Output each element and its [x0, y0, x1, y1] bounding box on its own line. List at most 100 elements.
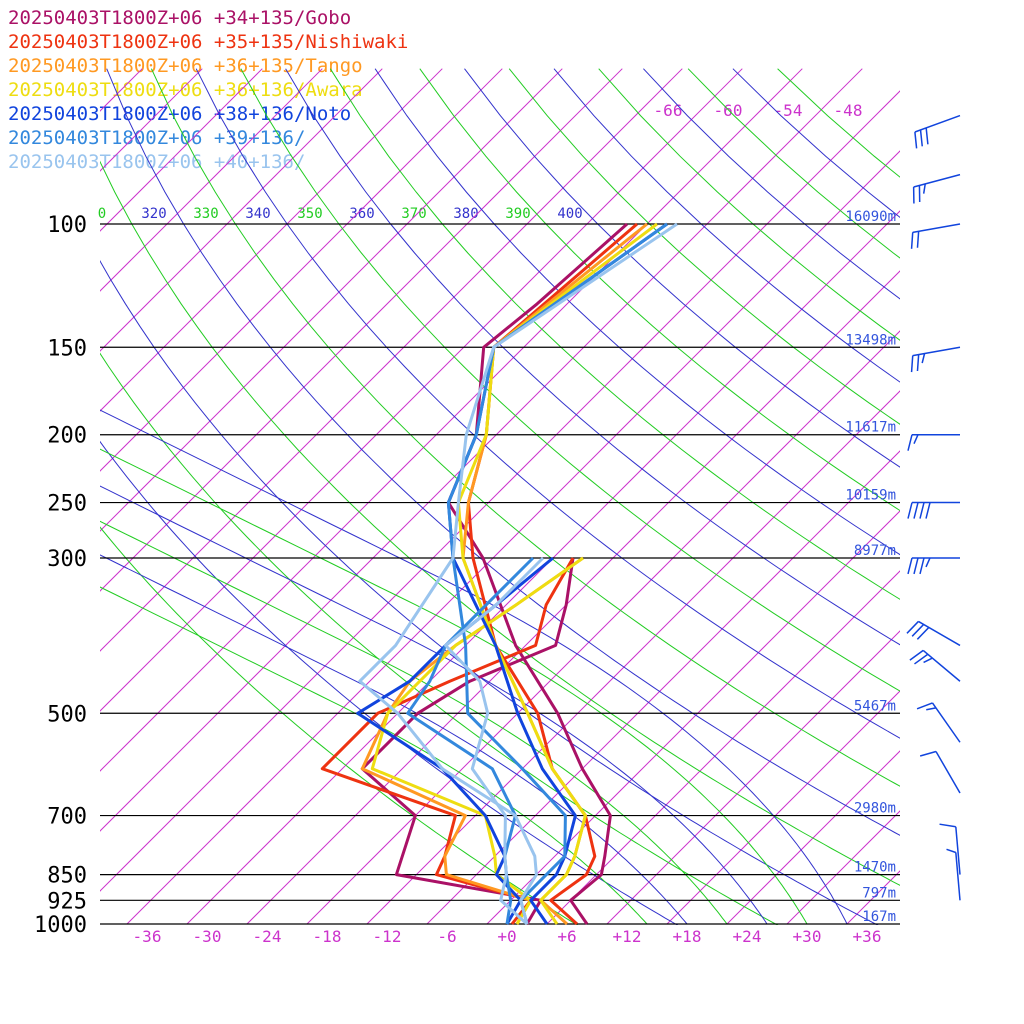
- temperature-tick-label: -12: [373, 927, 402, 946]
- height-label: 16090m: [845, 209, 896, 225]
- isotherm-line: [100, 68, 803, 772]
- moist-adiabat-line: [100, 485, 768, 925]
- isobars: [100, 223, 900, 925]
- wind-barb: [946, 848, 961, 901]
- dry-adiabat-line: [195, 68, 900, 739]
- dry-adiabat-line: [777, 68, 900, 178]
- height-label: 5467m: [854, 698, 896, 714]
- isotherm-line: [907, 69, 1024, 924]
- wind-barb: [939, 823, 961, 875]
- isotherm-line: [100, 68, 443, 412]
- isotherm-line: [100, 68, 683, 652]
- temperature-profile-line: [461, 222, 648, 925]
- legend-entry: 20250403T1800Z+06 +34+135/Gobo: [8, 7, 351, 29]
- theta-label: 0: [98, 206, 106, 222]
- dry-adiabat-line: [329, 68, 900, 600]
- pressure-label: 925: [47, 889, 87, 914]
- temperature-tick-label: +36: [853, 927, 882, 946]
- temperature-tick-label: -30: [193, 927, 222, 946]
- temperature-profile-line: [446, 222, 668, 925]
- legend-entry: 20250403T1800Z+06 +35+135/Nishiwaki: [8, 31, 408, 53]
- wind-barb: [907, 557, 960, 575]
- height-label: 11617m: [845, 420, 896, 436]
- dry-adiabat-line: [464, 68, 900, 468]
- dry-adiabats: [100, 68, 900, 925]
- dry-adiabat-line: [100, 352, 779, 925]
- theta-label: 320: [141, 206, 166, 222]
- theta-label: 350: [297, 206, 322, 222]
- legend: 20250403T1800Z+06 +34+135/Gobo20250403T1…: [8, 7, 408, 173]
- temperature-tick-label: +0: [497, 927, 516, 946]
- pressure-label: 1000: [34, 913, 87, 938]
- wind-barb: [906, 620, 961, 647]
- wind-barb: [919, 750, 961, 794]
- temperature-tick-label: -18: [313, 927, 342, 946]
- theta-label: 330: [193, 206, 218, 222]
- isotherm-line: [126, 150, 900, 925]
- temperature-profile-line: [358, 222, 678, 925]
- isotherms: [0, 68, 1024, 925]
- theta-labels: 0 320 330 340 350 360 370 380 390 400: [98, 206, 583, 222]
- legend-entry: 20250403T1800Z+06 +39+136/: [8, 127, 305, 149]
- dry-adiabat-line: [100, 260, 879, 925]
- isotherm-line: [186, 210, 900, 925]
- theta-label: 340: [245, 206, 270, 222]
- wind-barb: [912, 173, 961, 204]
- temperature-tick-label: +18: [673, 927, 702, 946]
- isotherm-line: [100, 68, 563, 532]
- dewpoint-profile-line: [320, 557, 575, 925]
- wind-barb: [916, 702, 961, 743]
- height-labels: 16090m 13498m 11617m 10159m 8977m 5467m 2980m 1…: [845, 209, 896, 925]
- temperature-tick-label: -24: [253, 927, 282, 946]
- legend-entry: 20250403T1800Z+06 +36+135/Tango: [8, 55, 363, 77]
- isotherm-line: [100, 68, 263, 232]
- pressure-label: 700: [47, 805, 87, 830]
- wind-barb: [907, 501, 960, 519]
- upper-temperature-labels: -66 -60 -54 -48: [654, 101, 863, 120]
- isotherm-line: [100, 68, 743, 712]
- isotherm-line: [246, 270, 900, 925]
- theta-label: 380: [453, 206, 478, 222]
- temperature-tick-label: +12: [613, 927, 642, 946]
- isotherm-line: [100, 90, 900, 892]
- wind-barbs: [906, 114, 961, 901]
- isotherm-line: [426, 450, 900, 925]
- dry-adiabat-line: [150, 68, 900, 787]
- isotherm-line: [606, 630, 900, 925]
- theta-label: 360: [349, 206, 374, 222]
- moist-adiabat-line: [100, 448, 808, 925]
- temperature-tick-label: -6: [437, 927, 456, 946]
- height-label: 2980m: [854, 801, 896, 817]
- pressure-label: 150: [47, 336, 87, 361]
- isotherm-line: [786, 810, 900, 925]
- pressure-label: 300: [47, 547, 87, 572]
- isotherm-line: [100, 68, 383, 352]
- isotherm-line: [100, 68, 203, 172]
- dry-adiabat-line: [100, 160, 900, 886]
- moist-adiabat-line: [100, 586, 648, 925]
- profiles: [320, 222, 678, 925]
- isotherm-line: [100, 68, 323, 292]
- temperature-profile-line: [466, 222, 638, 925]
- isotherm-line: [100, 68, 863, 832]
- plot-area: [0, 68, 1024, 925]
- dry-adiabat-line: [106, 68, 900, 836]
- pressure-label: 500: [47, 702, 87, 727]
- dry-adiabat-line: [285, 68, 900, 646]
- moist-adiabat-line: [100, 520, 728, 925]
- moist-adiabat-line: [100, 554, 688, 925]
- theta-label: 390: [505, 206, 530, 222]
- temperature-tick-label: +6: [557, 927, 576, 946]
- wind-barb: [907, 433, 960, 451]
- height-label: 1470m: [854, 860, 896, 876]
- temperature-profile-line: [456, 222, 658, 925]
- isotherm-line: [967, 69, 1024, 924]
- isotherm-line: [0, 69, 22, 924]
- legend-entry: 20250403T1800Z+06 +38+136/Noto: [8, 103, 351, 125]
- dry-adiabat-line: [374, 68, 900, 556]
- isotherm-line: [546, 570, 900, 925]
- pressure-label: 250: [47, 492, 87, 517]
- dry-adiabat-line: [240, 68, 900, 692]
- isotherm-line: [666, 690, 900, 925]
